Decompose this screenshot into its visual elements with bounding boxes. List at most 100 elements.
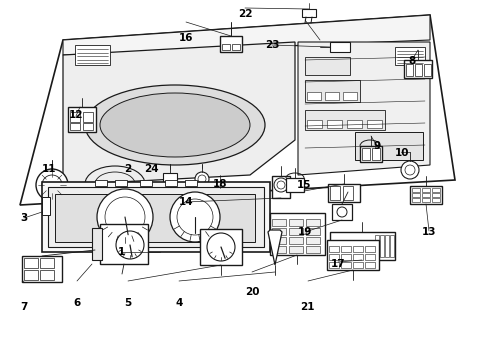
Text: 3: 3: [20, 213, 27, 223]
Bar: [347, 120, 362, 128]
Bar: [390, 235, 394, 257]
Text: 16: 16: [179, 33, 194, 43]
Text: 18: 18: [213, 179, 228, 189]
Bar: [42, 197, 50, 215]
Bar: [75, 45, 110, 65]
Text: 20: 20: [245, 287, 260, 297]
Bar: [329, 254, 339, 260]
Bar: [353, 254, 363, 260]
Bar: [412, 188, 420, 192]
Text: 12: 12: [69, 110, 83, 120]
Text: 23: 23: [265, 40, 279, 50]
Bar: [422, 188, 430, 192]
Circle shape: [170, 192, 220, 242]
Bar: [305, 57, 350, 75]
Bar: [432, 188, 440, 192]
Text: 1: 1: [118, 247, 125, 257]
Bar: [328, 184, 360, 202]
Bar: [305, 110, 385, 130]
Ellipse shape: [85, 85, 265, 165]
Bar: [365, 262, 375, 268]
Bar: [140, 180, 152, 186]
Bar: [286, 178, 304, 192]
Bar: [353, 246, 363, 252]
Bar: [422, 193, 430, 197]
Bar: [185, 180, 197, 186]
Text: 21: 21: [300, 302, 315, 312]
Bar: [272, 246, 286, 253]
Text: 10: 10: [394, 148, 409, 158]
Polygon shape: [20, 15, 455, 205]
Circle shape: [401, 161, 419, 179]
Bar: [343, 186, 353, 200]
Bar: [412, 198, 420, 202]
Bar: [68, 107, 96, 132]
Bar: [272, 228, 286, 235]
Bar: [432, 193, 440, 197]
Text: 13: 13: [421, 227, 436, 237]
Polygon shape: [63, 42, 295, 185]
Bar: [353, 262, 363, 268]
Bar: [289, 246, 303, 253]
Bar: [272, 237, 286, 244]
Bar: [362, 148, 370, 160]
Text: 6: 6: [74, 298, 81, 308]
Text: 24: 24: [145, 164, 159, 174]
Circle shape: [277, 181, 285, 189]
Polygon shape: [268, 230, 282, 265]
Text: 17: 17: [331, 258, 345, 269]
Bar: [163, 173, 177, 182]
Bar: [410, 186, 442, 204]
Bar: [83, 123, 93, 130]
Bar: [305, 80, 360, 102]
Bar: [422, 198, 430, 202]
Bar: [95, 180, 107, 186]
Bar: [404, 60, 432, 78]
Text: 22: 22: [238, 9, 252, 19]
Polygon shape: [42, 182, 270, 252]
Bar: [200, 229, 242, 265]
Bar: [40, 270, 54, 280]
Text: 7: 7: [20, 302, 27, 312]
Bar: [48, 187, 264, 247]
Bar: [100, 224, 148, 264]
Circle shape: [198, 175, 206, 183]
Bar: [355, 132, 423, 160]
Bar: [330, 186, 340, 200]
Bar: [40, 258, 54, 268]
Bar: [341, 254, 351, 260]
Bar: [24, 258, 38, 268]
Bar: [365, 254, 375, 260]
Bar: [92, 228, 102, 260]
Bar: [115, 180, 127, 186]
Bar: [307, 120, 322, 128]
Bar: [232, 44, 240, 50]
Bar: [329, 262, 339, 268]
Bar: [306, 246, 320, 253]
Bar: [424, 64, 431, 76]
Bar: [380, 235, 384, 257]
Bar: [306, 237, 320, 244]
Bar: [70, 112, 80, 122]
Bar: [55, 194, 255, 242]
Bar: [332, 204, 352, 220]
Circle shape: [105, 197, 145, 237]
Circle shape: [337, 207, 347, 217]
Bar: [222, 44, 230, 50]
Bar: [395, 47, 425, 65]
Text: 15: 15: [296, 180, 311, 190]
Bar: [289, 219, 303, 226]
Polygon shape: [298, 42, 430, 175]
Text: 19: 19: [297, 227, 312, 237]
Bar: [272, 176, 290, 198]
Bar: [270, 213, 325, 255]
Text: 4: 4: [175, 298, 183, 308]
Bar: [24, 270, 38, 280]
Bar: [406, 64, 413, 76]
Bar: [83, 112, 93, 122]
Bar: [341, 246, 351, 252]
Bar: [220, 36, 242, 52]
Bar: [289, 237, 303, 244]
Circle shape: [116, 231, 144, 259]
Bar: [333, 245, 373, 257]
